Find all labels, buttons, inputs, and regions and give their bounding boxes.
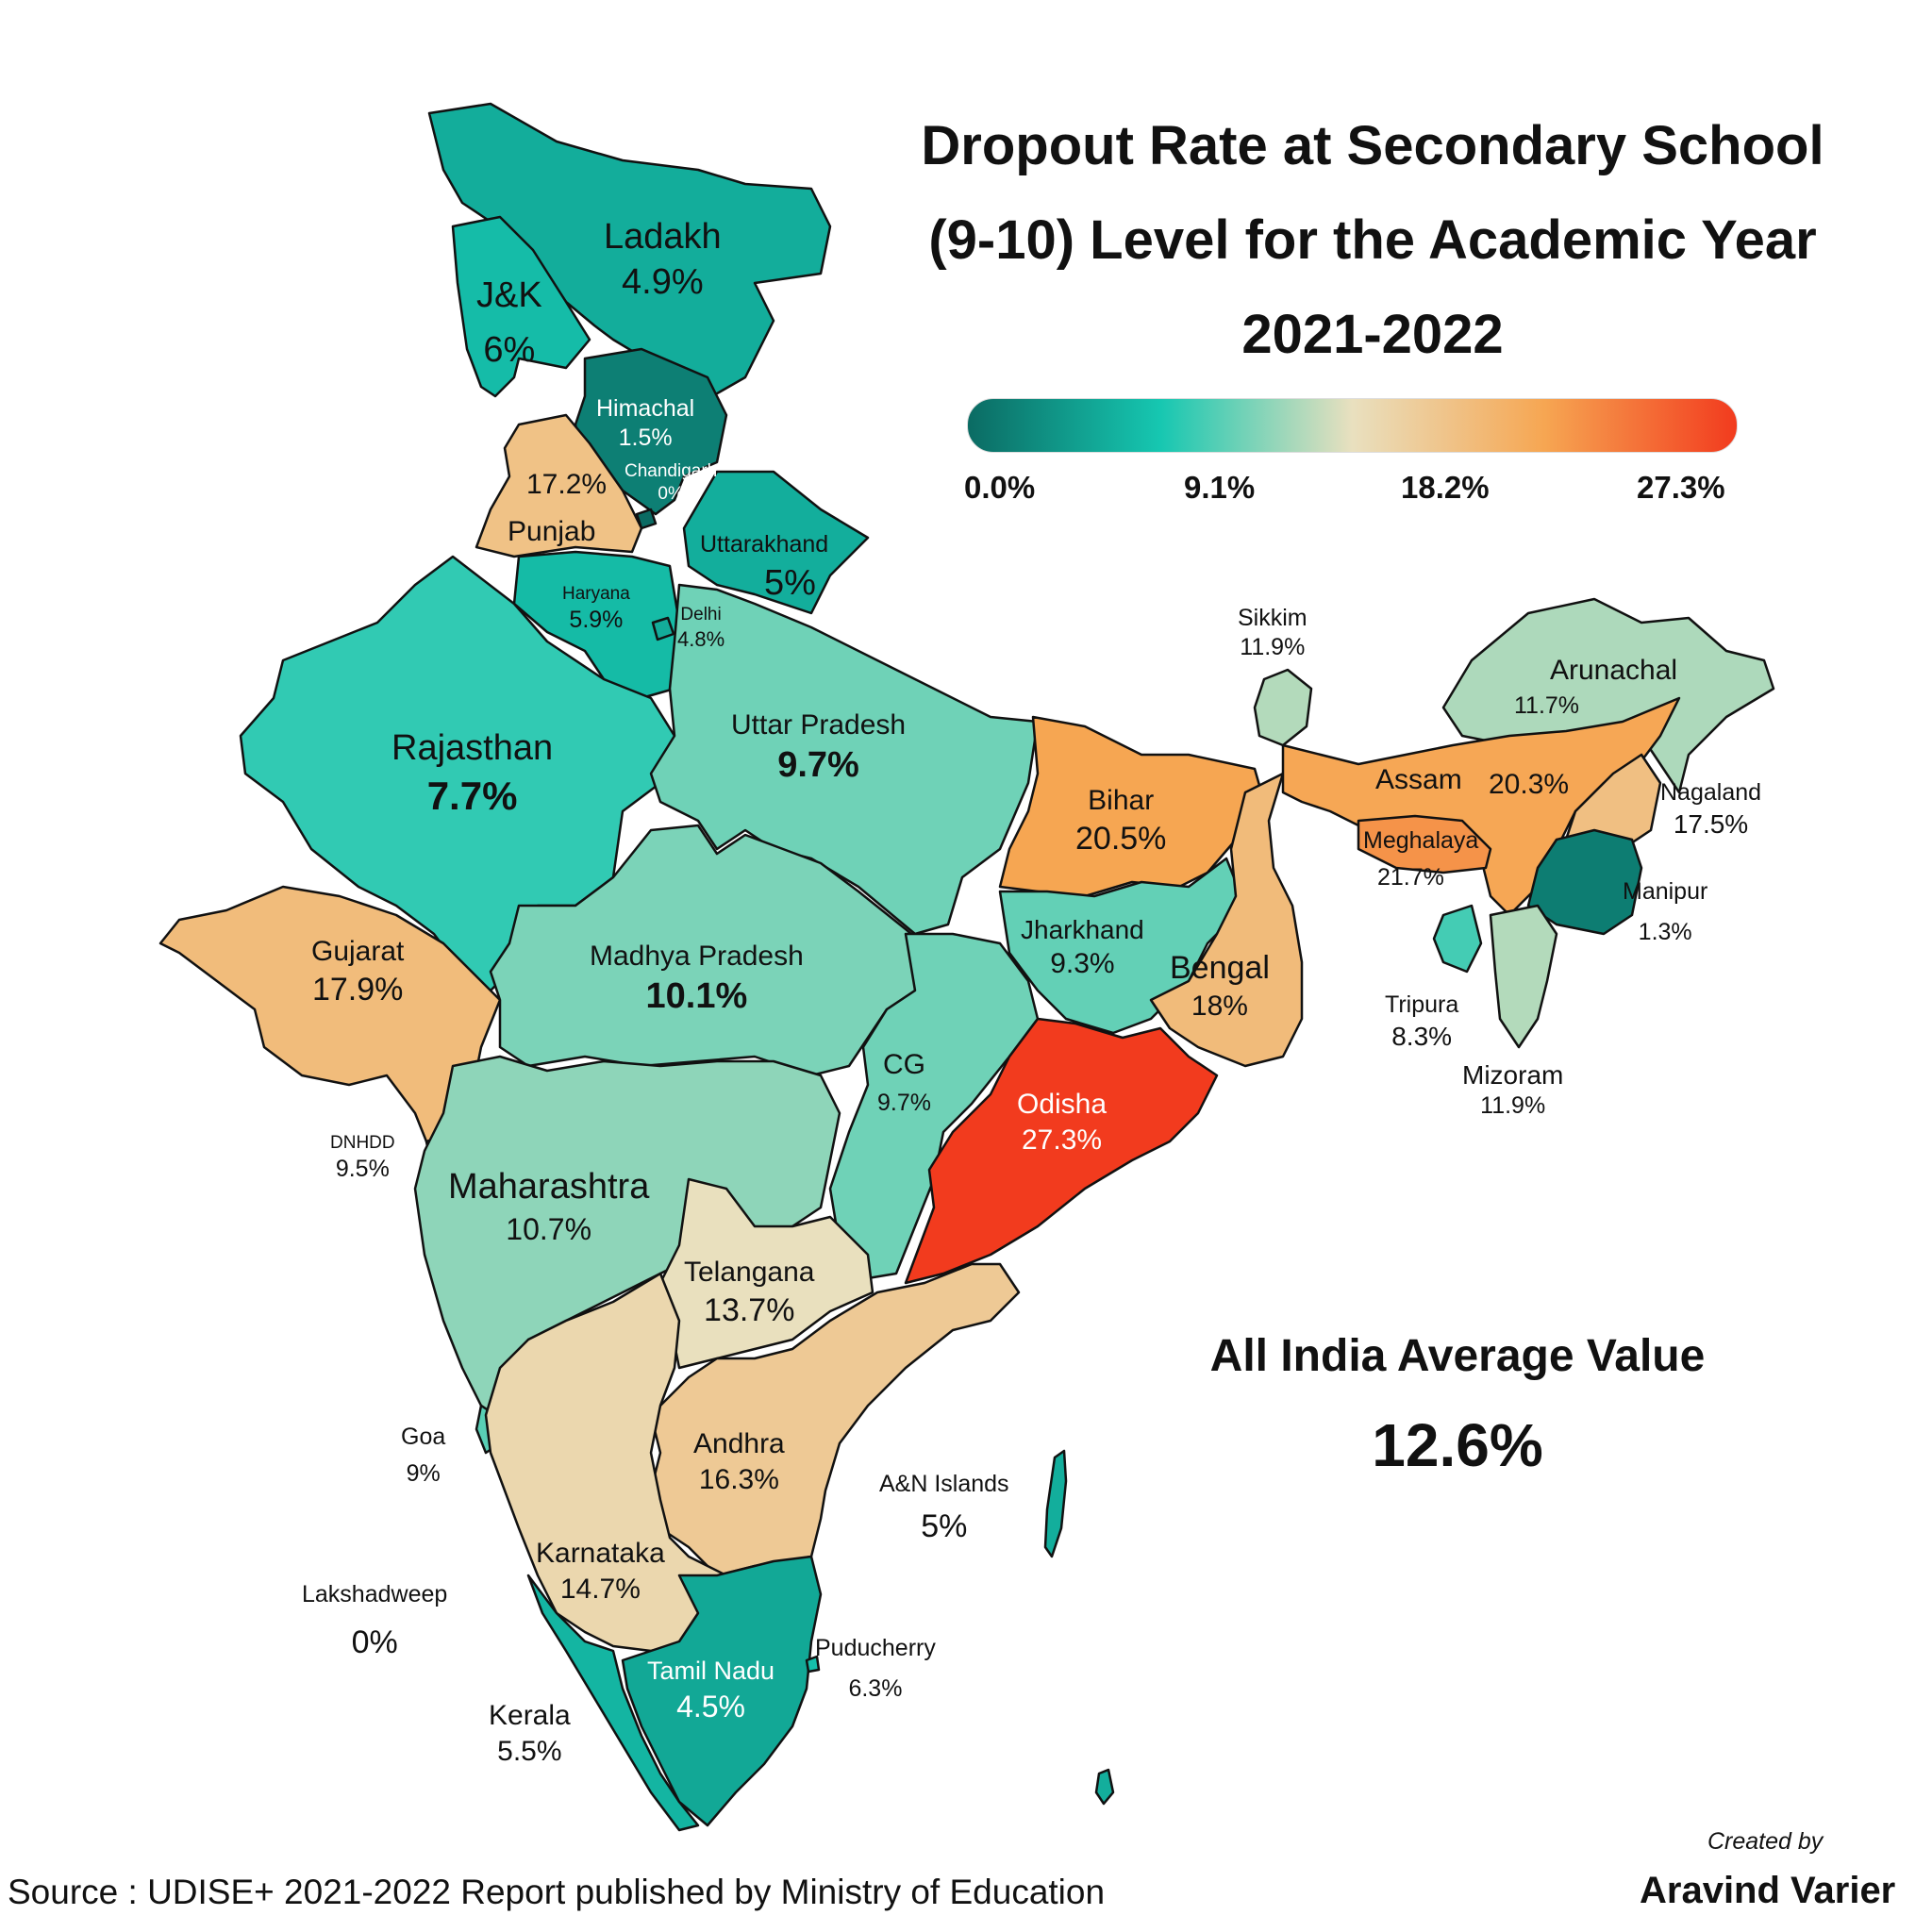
region-punjab[interactable]: [475, 413, 643, 558]
label-lakshadweep: Lakshadweep 0%: [302, 1581, 448, 1661]
region-jk[interactable]: [451, 215, 591, 398]
region-tripura[interactable]: [1432, 904, 1483, 974]
label-karnataka: Karnataka 14.7%: [536, 1538, 665, 1605]
label-haryana: Haryana 5.9%: [562, 584, 630, 633]
label-meghalaya-name: Meghalaya: [1363, 827, 1479, 854]
label-telangana: Telangana 13.7%: [684, 1257, 815, 1328]
label-chhattisgarh: CG 9.7%: [877, 1049, 931, 1116]
label-arunachal-value: 11.7%: [1514, 692, 1580, 719]
label-ladakh: Ladakh 4.9%: [604, 217, 722, 302]
label-manipur: Manipur 1.3%: [1623, 878, 1708, 946]
title-line-2: (9-10) Level for the Academic Year: [928, 209, 1817, 271]
label-rajasthan: Rajasthan 7.7%: [391, 728, 554, 818]
color-scale-bar: [967, 398, 1738, 453]
region-an-islands-south[interactable]: [1094, 1768, 1115, 1806]
region-jharkhand[interactable]: [998, 857, 1247, 1035]
label-chandigarh: Chandigarh 0%: [625, 461, 718, 504]
label-assam-name: Assam: [1375, 764, 1462, 795]
label-bihar: Bihar 20.5%: [1075, 785, 1167, 857]
region-manipur[interactable]: [1526, 828, 1643, 936]
label-madhya-pradesh: Madhya Pradesh 10.1%: [590, 941, 804, 1016]
region-puducherry[interactable]: [805, 1655, 821, 1674]
label-dnhdd: DNHDD 9.5%: [330, 1133, 395, 1182]
label-uttarakhand-name: Uttarakhand: [700, 531, 829, 558]
region-meghalaya[interactable]: [1357, 814, 1492, 874]
label-uttar-pradesh: Uttar Pradesh 9.7%: [731, 709, 907, 785]
label-tripura: Tripura 8.3%: [1385, 991, 1459, 1052]
author-name: Aravind Varier: [1640, 1870, 1896, 1911]
label-maharashtra: Maharashtra 10.7%: [448, 1167, 650, 1246]
label-bengal: Bengal 18%: [1170, 950, 1270, 1022]
label-punjab-value: 17.2%: [526, 469, 608, 500]
label-himachal: Himachal 1.5%: [596, 395, 695, 452]
label-goa: Goa 9%: [401, 1424, 446, 1488]
legend-tick-0: 0.0%: [964, 470, 1036, 505]
region-tamil-nadu[interactable]: [621, 1555, 823, 1827]
chart-title: Dropout Rate at Secondary School (9-10) …: [887, 99, 1858, 382]
source-note: Source : UDISE+ 2021-2022 Report publish…: [8, 1873, 1106, 1911]
average-value: 12.6%: [1372, 1411, 1543, 1479]
label-uttarakhand-value: 5%: [764, 563, 816, 603]
legend-tick-1: 9.1%: [1184, 470, 1256, 505]
label-kerala: Kerala 5.5%: [489, 1700, 571, 1767]
region-gujarat[interactable]: [158, 885, 502, 1162]
region-kerala[interactable]: [526, 1574, 700, 1832]
label-sikkim: Sikkim 11.9%: [1238, 605, 1307, 661]
region-an-islands[interactable]: [1043, 1449, 1068, 1558]
label-assam-value: 20.3%: [1489, 769, 1570, 800]
region-odisha[interactable]: [904, 1017, 1219, 1285]
label-odisha: Odisha 27.3%: [1017, 1089, 1108, 1156]
region-sikkim[interactable]: [1253, 668, 1313, 747]
label-jharkhand: Jharkhand 9.3%: [1021, 915, 1144, 980]
label-puducherry: Puducherry 6.3%: [815, 1635, 936, 1703]
label-an-islands: A&N Islands 5%: [879, 1471, 1009, 1545]
label-mizoram: Mizoram 11.9%: [1462, 1060, 1564, 1120]
label-andhra: Andhra 16.3%: [693, 1428, 785, 1495]
label-jk: J&K 6%: [476, 275, 542, 370]
region-chhattisgarh[interactable]: [828, 932, 1040, 1280]
region-himachal[interactable]: [574, 347, 728, 516]
region-delhi[interactable]: [651, 616, 675, 641]
average-label: All India Average Value: [1209, 1331, 1706, 1381]
region-haryana[interactable]: [512, 550, 681, 700]
label-tamil-nadu: Tamil Nadu 4.5%: [647, 1657, 775, 1724]
region-mizoram[interactable]: [1489, 904, 1558, 1049]
label-nagaland: Nagaland 17.5%: [1660, 779, 1762, 840]
label-delhi: Delhi 4.8%: [677, 605, 725, 651]
region-bengal[interactable]: [1149, 772, 1304, 1068]
created-by-label: Created by: [1707, 1828, 1824, 1855]
legend-tick-3: 27.3%: [1637, 470, 1725, 505]
label-meghalaya-value: 21.7%: [1377, 864, 1444, 891]
title-line-1: Dropout Rate at Secondary School: [921, 115, 1824, 176]
legend-tick-2: 18.2%: [1401, 470, 1490, 505]
title-line-3: 2021-2022: [1241, 304, 1504, 365]
label-arunachal-name: Arunachal: [1550, 655, 1678, 686]
region-chandigarh[interactable]: [635, 508, 658, 530]
region-uttarakhand[interactable]: [682, 470, 870, 615]
label-punjab-name: Punjab: [508, 516, 596, 547]
label-gujarat: Gujarat 17.9%: [311, 936, 405, 1008]
